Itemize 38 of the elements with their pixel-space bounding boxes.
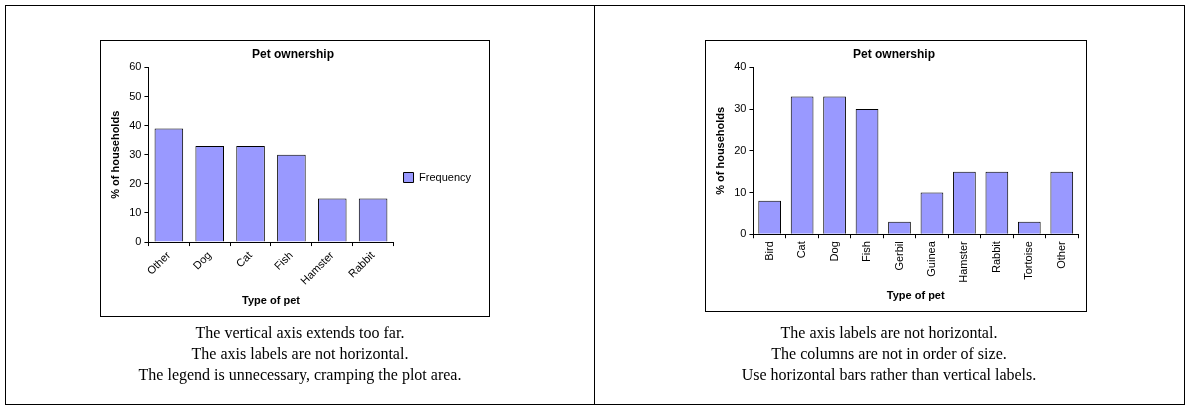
x-tick-label: Bird [762, 241, 775, 261]
y-tick-label: 50 [129, 89, 142, 102]
x-tick-label: Dog [190, 248, 214, 272]
x-tick-label: Hamster [957, 240, 970, 283]
text: The vertical axis extends too far. [194, 323, 406, 343]
x-tick-label: Guinea [924, 240, 937, 277]
x-tick-label: Dog [827, 241, 840, 262]
y-tick-label: 20 [734, 143, 747, 156]
y-tick-label: 30 [129, 147, 142, 160]
y-tick-label: 40 [129, 118, 142, 131]
y-axis-title: % of households [713, 106, 726, 195]
y-tick-label: 40 [734, 60, 747, 73]
x-tick-label: Other [1054, 240, 1067, 269]
x-tick-label: Cat [795, 241, 808, 259]
x-tick-label: Cat [233, 248, 255, 270]
y-axis-title: % of households [108, 110, 121, 199]
x-tick-label: Tortoise [1022, 241, 1035, 280]
x-tick-label: Rabbit [989, 241, 1002, 274]
legend-label: Frequency [419, 170, 472, 183]
x-axis-title: Type of pet [886, 289, 945, 302]
chart-title: Pet ownership [251, 46, 335, 61]
y-tick-label: 10 [734, 185, 747, 198]
text: The legend is unnecessary, cramping the plot area. [137, 365, 463, 385]
y-tick-label: 30 [734, 102, 747, 115]
x-tick-label: Fish [271, 248, 295, 272]
y-tick-label: 0 [740, 227, 747, 240]
y-tick-label: 60 [129, 60, 142, 73]
x-tick-label: Fish [860, 241, 873, 263]
text: Use horizontal bars rather than vertical labels. [740, 365, 1038, 385]
x-axis-title: Type of pet [242, 294, 301, 307]
y-tick-label: 0 [135, 235, 142, 248]
x-tick-label: Gerbil [892, 241, 905, 271]
chart-title: Pet ownership [852, 46, 936, 61]
y-tick-label: 10 [129, 206, 142, 218]
text: The axis labels are not horizontal. [190, 344, 410, 364]
y-tick-label: 20 [129, 176, 142, 189]
text: The axis labels are not horizontal. [779, 323, 999, 343]
text: The columns are not in order of size. [770, 344, 1008, 364]
